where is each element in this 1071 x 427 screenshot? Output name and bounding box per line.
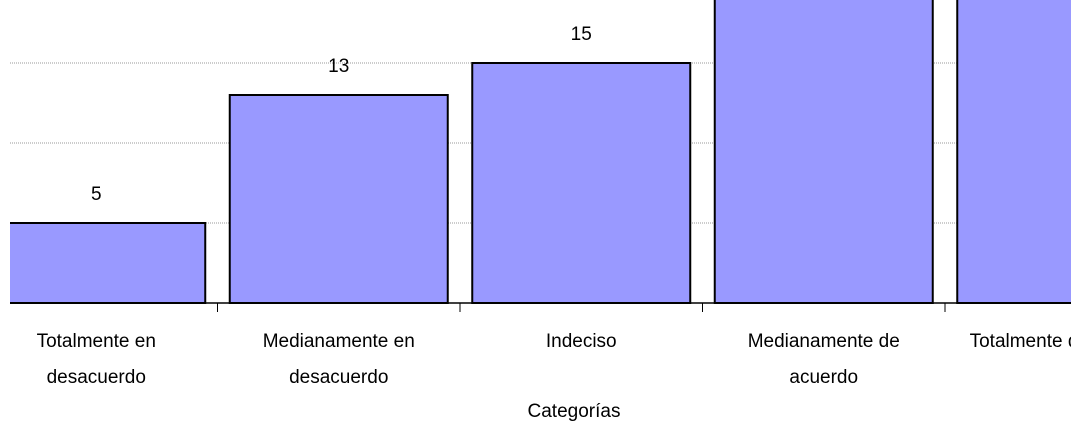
x-tick-label: Indeciso bbox=[546, 331, 617, 352]
x-tick-label: Totalmente de acuerdo bbox=[970, 331, 1071, 352]
bar bbox=[956, 0, 1071, 304]
bar bbox=[228, 94, 449, 304]
value-label: 5 bbox=[91, 184, 102, 205]
bar bbox=[713, 0, 934, 304]
x-axis-title: Categorías bbox=[528, 401, 621, 422]
value-label: 15 bbox=[571, 24, 592, 45]
x-tick-label: Medianamente de acuerdo bbox=[748, 331, 900, 388]
foreground: 051015Totalmente endesacuerdoMedianament… bbox=[10, 302, 1071, 388]
bar bbox=[471, 62, 692, 304]
x-tick-label: Medianamente en desacuerdo bbox=[263, 331, 415, 388]
bar bbox=[10, 222, 207, 304]
bars: 513152019 bbox=[10, 0, 1071, 304]
x-tick-label: Totalmente en desacuerdo bbox=[37, 331, 156, 388]
value-label: 13 bbox=[328, 56, 349, 77]
